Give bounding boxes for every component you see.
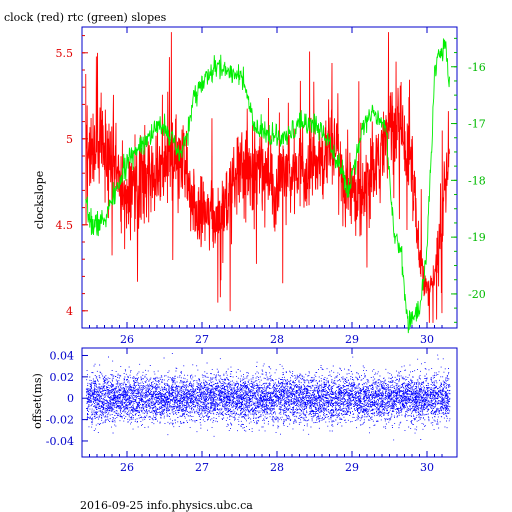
slope-y2-tick-label: -20 <box>468 288 486 301</box>
slope-x-tick-label: 28 <box>270 333 284 346</box>
offset-points <box>85 353 451 441</box>
slope-right-y-axis: -16 -17 -18 -19 -20 <box>451 37 486 323</box>
slope-y-tick-label: 5 <box>66 133 73 146</box>
slope-x-axis: 26 27 28 29 30 <box>89 27 443 346</box>
footer-credit: 2016-09-25 info.physics.ubc.ca <box>80 499 253 512</box>
offset-y-axis-label: offset(ms) <box>31 373 44 429</box>
offset-y-tick-label: 0.02 <box>50 371 75 384</box>
slope-left-y-axis: 4 4.5 5 5.5 <box>56 35 88 318</box>
offset-y-tick-label: -0.02 <box>46 414 74 427</box>
slope-y-tick-label: 4 <box>66 305 73 318</box>
chart-title: clock (red) rtc (green) slopes <box>4 11 167 24</box>
slope-y-tick-label: 5.5 <box>56 47 74 60</box>
offset-x-tick-label: 27 <box>195 461 209 474</box>
rtc-slope-series <box>85 38 450 334</box>
slope-y2-tick-label: -17 <box>468 118 486 131</box>
offset-x-tick-label: 29 <box>345 461 359 474</box>
offset-y-tick-label: 0.04 <box>50 349 75 362</box>
offset-series <box>85 353 451 441</box>
offset-x-tick-label: 28 <box>270 461 284 474</box>
slope-y2-tick-label: -19 <box>468 231 486 244</box>
offset-y-tick-label: -0.04 <box>46 435 74 448</box>
clock-slope-line <box>85 32 450 323</box>
offset-y-tick-label: 0 <box>67 392 74 405</box>
slope-x-tick-label: 30 <box>420 333 434 346</box>
slope-panel: 26 27 28 29 30 4 4.5 5 5.5 -16 -17 -18 -19 -20 cloc… <box>33 26 486 346</box>
clock-slope-series <box>85 32 450 323</box>
offset-y-axis: 0.04 0.02 0 -0.02 -0.04 <box>46 349 88 448</box>
offset-x-tick-label: 26 <box>120 461 134 474</box>
slope-x-tick-label: 27 <box>195 333 209 346</box>
slope-y-tick-label: 4.5 <box>56 219 74 232</box>
slope-y2-tick-label: -16 <box>468 61 486 74</box>
slope-x-tick-label: 26 <box>120 333 134 346</box>
rtc-slope-line <box>85 38 450 334</box>
offset-x-tick-label: 30 <box>420 461 434 474</box>
offset-panel: 26 27 28 29 30 0.04 0.02 0 -0.02 -0.04 offset(ms… <box>31 347 458 474</box>
slope-x-tick-label: 29 <box>345 333 359 346</box>
slope-y-axis-label: clockslope <box>33 171 46 229</box>
slope-y2-tick-label: -18 <box>468 174 486 187</box>
offset-x-axis: 26 27 28 29 30 <box>89 348 443 474</box>
